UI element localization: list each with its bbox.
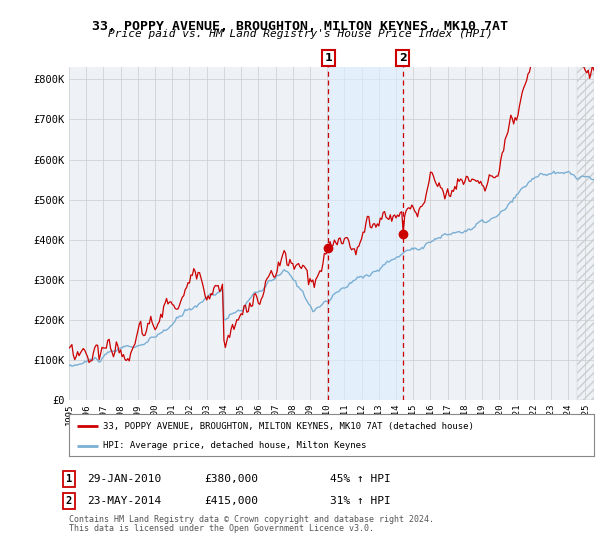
Text: 1: 1: [66, 474, 72, 484]
Text: Price paid vs. HM Land Registry's House Price Index (HPI): Price paid vs. HM Land Registry's House …: [107, 29, 493, 39]
Text: 45% ↑ HPI: 45% ↑ HPI: [330, 474, 391, 484]
Text: 1: 1: [325, 53, 332, 63]
Text: £380,000: £380,000: [204, 474, 258, 484]
Text: 23-MAY-2014: 23-MAY-2014: [87, 496, 161, 506]
Text: This data is licensed under the Open Government Licence v3.0.: This data is licensed under the Open Gov…: [69, 524, 374, 533]
Text: 2: 2: [399, 53, 406, 63]
Text: 33, POPPY AVENUE, BROUGHTON, MILTON KEYNES, MK10 7AT: 33, POPPY AVENUE, BROUGHTON, MILTON KEYN…: [92, 20, 508, 32]
Text: £415,000: £415,000: [204, 496, 258, 506]
Text: 2: 2: [66, 496, 72, 506]
Bar: [328, 67, 403, 400]
Text: 33, POPPY AVENUE, BROUGHTON, MILTON KEYNES, MK10 7AT (detached house): 33, POPPY AVENUE, BROUGHTON, MILTON KEYN…: [103, 422, 474, 431]
Text: HPI: Average price, detached house, Milton Keynes: HPI: Average price, detached house, Milt…: [103, 441, 367, 450]
Text: Contains HM Land Registry data © Crown copyright and database right 2024.: Contains HM Land Registry data © Crown c…: [69, 515, 434, 524]
Text: 31% ↑ HPI: 31% ↑ HPI: [330, 496, 391, 506]
Text: 29-JAN-2010: 29-JAN-2010: [87, 474, 161, 484]
